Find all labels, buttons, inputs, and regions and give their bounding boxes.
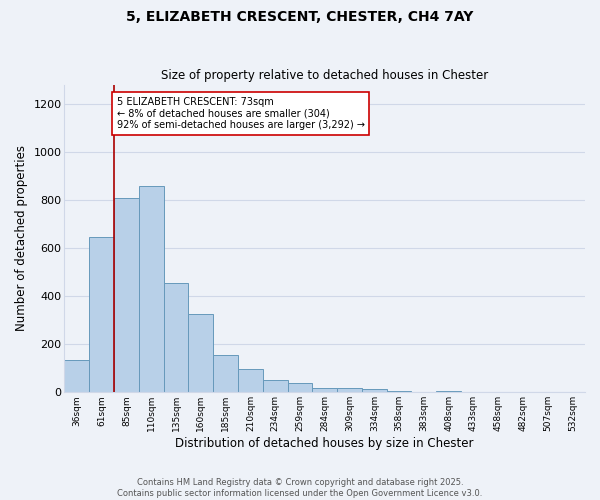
Bar — [64, 360, 89, 392]
Bar — [362, 389, 386, 392]
X-axis label: Distribution of detached houses by size in Chester: Distribution of detached houses by size … — [175, 437, 474, 450]
Bar — [436, 391, 461, 392]
Y-axis label: Number of detached properties: Number of detached properties — [15, 146, 28, 332]
Bar — [139, 186, 164, 392]
Text: 5 ELIZABETH CRESCENT: 73sqm
← 8% of detached houses are smaller (304)
92% of sem: 5 ELIZABETH CRESCENT: 73sqm ← 8% of deta… — [116, 96, 365, 130]
Bar — [263, 380, 287, 392]
Bar — [213, 355, 238, 393]
Bar — [313, 388, 337, 392]
Bar — [337, 388, 362, 392]
Bar — [164, 283, 188, 393]
Bar — [238, 369, 263, 392]
Bar — [89, 237, 114, 392]
Text: Contains HM Land Registry data © Crown copyright and database right 2025.
Contai: Contains HM Land Registry data © Crown c… — [118, 478, 482, 498]
Bar — [188, 314, 213, 392]
Bar — [114, 198, 139, 392]
Bar — [386, 390, 412, 392]
Title: Size of property relative to detached houses in Chester: Size of property relative to detached ho… — [161, 69, 488, 82]
Text: 5, ELIZABETH CRESCENT, CHESTER, CH4 7AY: 5, ELIZABETH CRESCENT, CHESTER, CH4 7AY — [127, 10, 473, 24]
Bar — [287, 382, 313, 392]
